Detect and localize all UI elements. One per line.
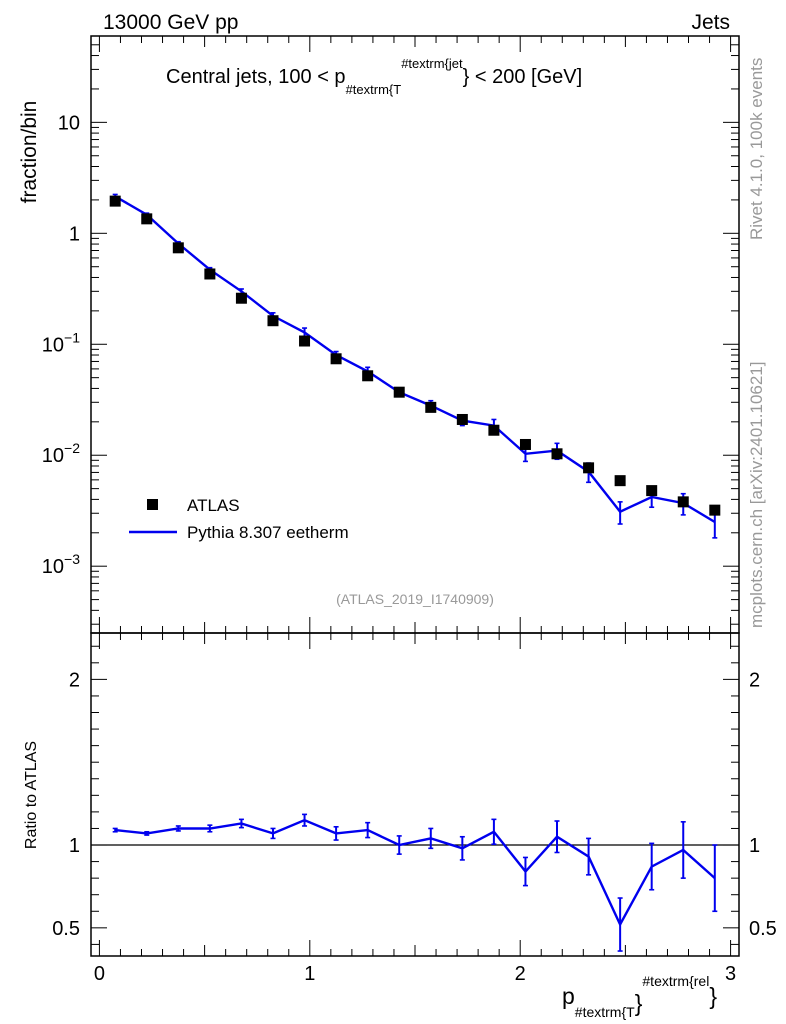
tick-label-exponent: −3 bbox=[64, 551, 80, 567]
main-y-tick-label: 10−3 bbox=[42, 551, 80, 578]
main-y-tick-label: 1 bbox=[69, 223, 80, 245]
ratio-y-tick-label-right: 0.5 bbox=[749, 918, 777, 940]
data-point bbox=[677, 496, 689, 508]
legend-data-label: ATLAS bbox=[187, 496, 240, 515]
rivet-version-label: Rivet 4.1.0, 100k events bbox=[747, 58, 766, 240]
ratio-y-axis-label: Ratio to ATLAS bbox=[23, 741, 40, 849]
main-y-axis-label: fraction/bin bbox=[18, 101, 41, 204]
data-point bbox=[141, 213, 153, 225]
title-superscript: #textrm{jet bbox=[401, 56, 463, 71]
legend-data-marker bbox=[147, 499, 158, 510]
tick-label-exponent: −1 bbox=[64, 329, 80, 345]
data-point bbox=[362, 370, 374, 382]
x-tick-label: 1 bbox=[304, 963, 315, 985]
main-panel-title: Central jets, 100 < p#textrm{T #textrm{je… bbox=[166, 56, 582, 97]
tick-label-base: 1 bbox=[69, 223, 80, 245]
data-point bbox=[488, 424, 500, 436]
data-point bbox=[235, 292, 247, 304]
mc-series-line bbox=[114, 195, 716, 524]
title-tail: } < 200 [GeV] bbox=[463, 66, 583, 88]
ratio-panel-ticks bbox=[91, 633, 739, 956]
data-point bbox=[519, 438, 531, 450]
tick-label-base: 10 bbox=[42, 445, 64, 467]
main-y-tick-label: 10 bbox=[58, 112, 80, 134]
data-point bbox=[456, 413, 468, 425]
ratio-y-tick-label-right: 2 bbox=[749, 669, 760, 691]
tick-label-base: 10 bbox=[58, 112, 80, 134]
data-point bbox=[109, 195, 121, 207]
mc-error-bars bbox=[112, 193, 718, 539]
x-tick-label: 0 bbox=[94, 963, 105, 985]
data-point bbox=[172, 242, 184, 254]
ratio-panel-y-tick-labels: 0.5 0.5 1 1 2 2 bbox=[52, 669, 777, 939]
data-point bbox=[583, 462, 595, 474]
x-axis-label-main: p bbox=[562, 983, 575, 1009]
data-point bbox=[646, 485, 658, 497]
tick-label-base: 10 bbox=[42, 556, 64, 578]
title-subscript: #textrm{T bbox=[346, 82, 402, 97]
tick-label-base: 10 bbox=[42, 334, 64, 356]
x-axis-label-superscript: #textrm{rel bbox=[642, 973, 709, 989]
ratio-panel-frame bbox=[90, 632, 740, 957]
x-axis-label-close-2: } bbox=[709, 983, 717, 1009]
mcplots-label: mcplots.cern.ch [arXiv:2401.10621] bbox=[747, 362, 766, 628]
header-energy-label: 13000 GeV pp bbox=[103, 11, 238, 34]
x-tick-label: 3 bbox=[725, 963, 736, 985]
main-panel-ticks bbox=[91, 35, 739, 633]
tick-label-exponent: −2 bbox=[64, 440, 80, 456]
ratio-y-tick-label-left: 1 bbox=[69, 835, 80, 857]
main-y-tick-label: 10−2 bbox=[42, 440, 80, 467]
atlas-data-markers bbox=[109, 195, 721, 516]
data-point bbox=[204, 268, 216, 280]
x-tick-label: 2 bbox=[515, 963, 526, 985]
title-text: Central jets, 100 < p bbox=[166, 66, 346, 88]
ratio-y-tick-label-left: 0.5 bbox=[52, 918, 80, 940]
analysis-id-label: (ATLAS_2019_I1740909) bbox=[336, 591, 494, 607]
main-panel-frame bbox=[90, 35, 740, 634]
header-jets-label: Jets bbox=[691, 11, 730, 34]
data-point bbox=[709, 504, 721, 516]
ratio-series-line bbox=[115, 818, 716, 928]
data-point bbox=[267, 315, 279, 327]
ratio-y-tick-label-left: 2 bbox=[69, 669, 80, 691]
ratio-y-tick-label-right: 1 bbox=[749, 835, 760, 857]
x-axis-label: p#textrm{T}#textrm{rel} bbox=[562, 973, 717, 1020]
data-point bbox=[551, 448, 563, 460]
ratio-error-bars bbox=[112, 813, 718, 952]
x-axis-label-subscript: #textrm{T bbox=[575, 1004, 635, 1020]
data-point bbox=[299, 335, 311, 347]
data-point bbox=[614, 475, 626, 487]
main-y-tick-label: 10−1 bbox=[42, 329, 80, 356]
data-point bbox=[330, 353, 342, 365]
data-point bbox=[393, 386, 405, 398]
ratio-panel-x-tick-labels: 0 1 2 3 bbox=[94, 963, 736, 985]
data-point bbox=[425, 401, 437, 413]
legend-mc-label: Pythia 8.307 eetherm bbox=[187, 523, 349, 542]
x-axis-label-close: } bbox=[635, 990, 643, 1016]
